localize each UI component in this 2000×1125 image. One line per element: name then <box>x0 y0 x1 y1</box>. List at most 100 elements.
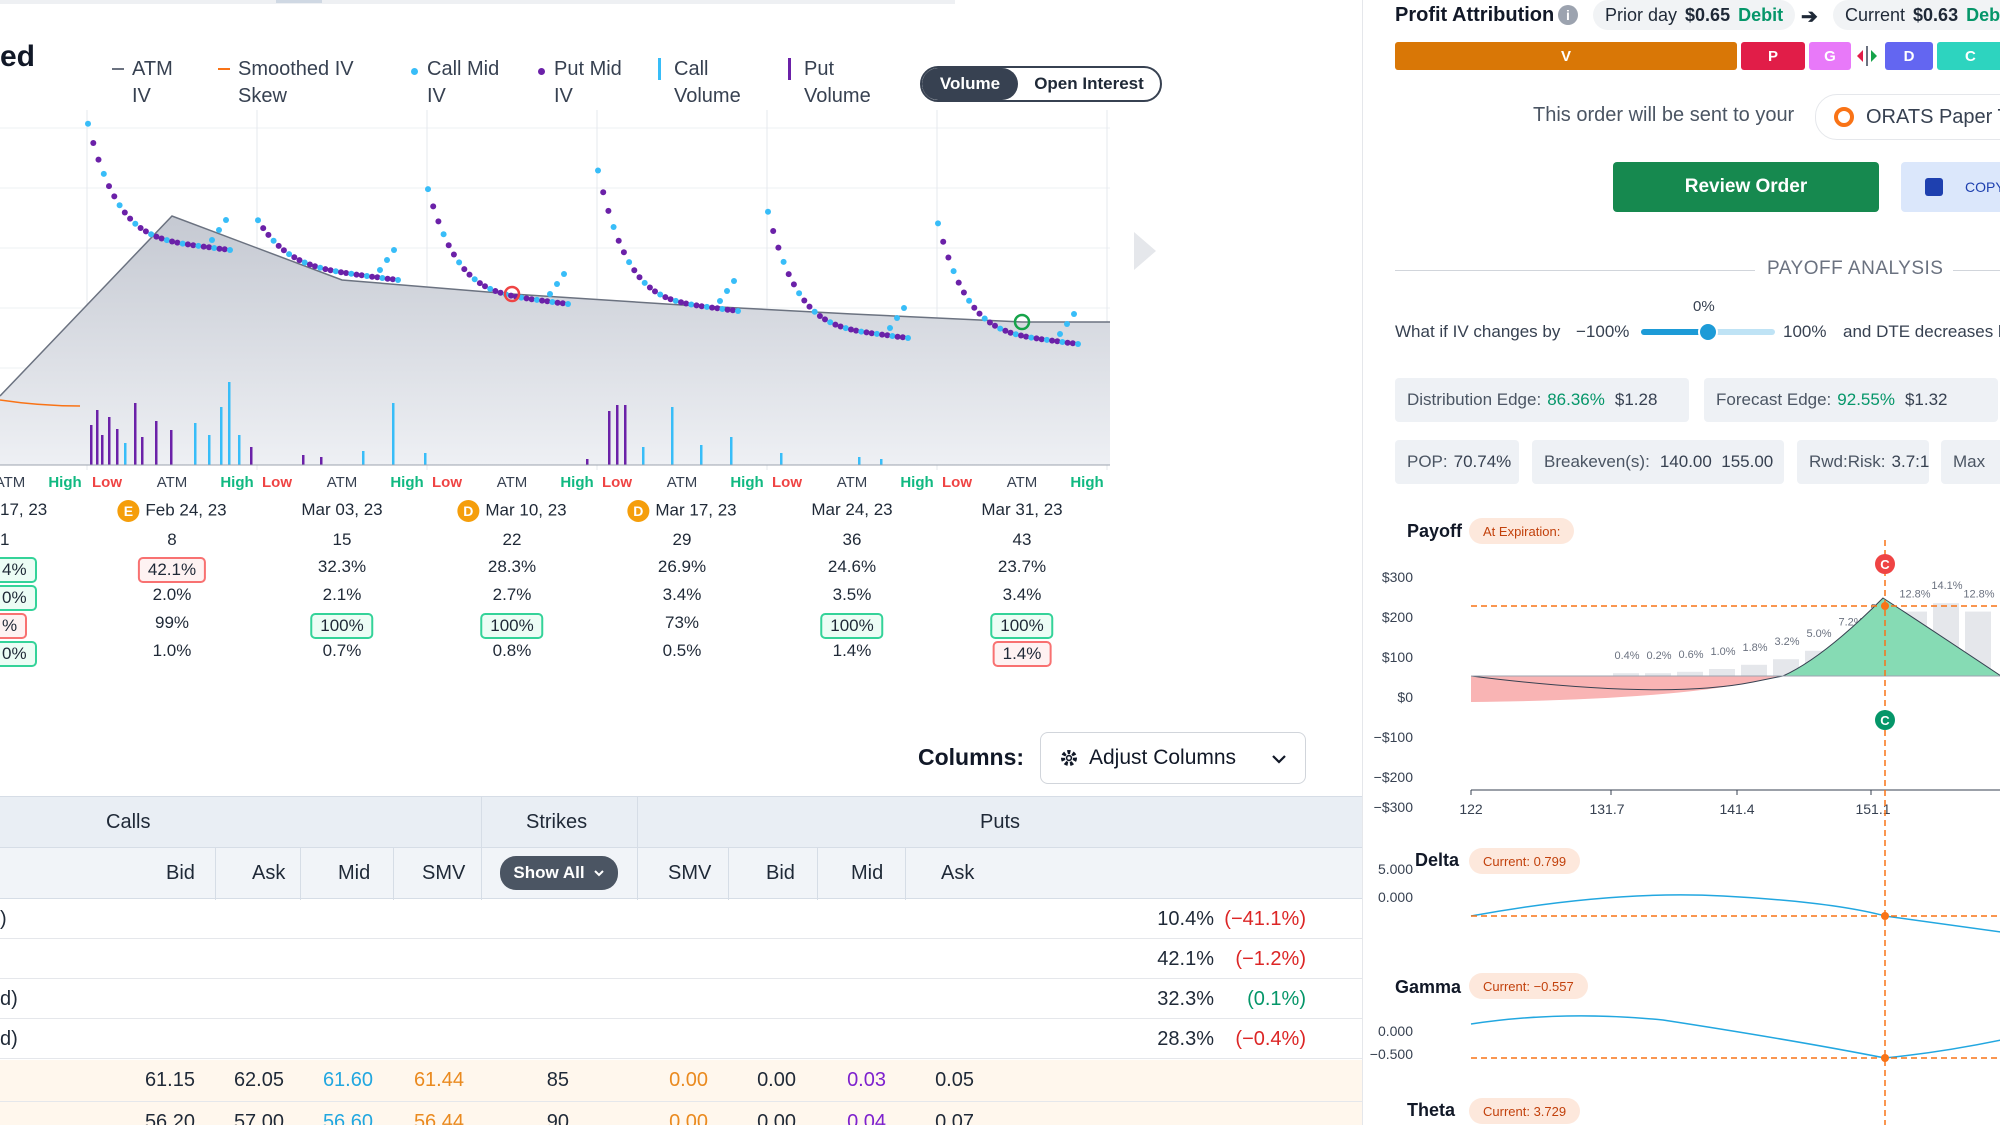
iv-point <box>1054 338 1061 345</box>
call-volume-bar <box>700 445 703 465</box>
show-all-strikes-dropdown[interactable]: Show All <box>500 856 618 890</box>
delta-current-tag: Current: 0.799 <box>1469 848 1581 874</box>
iv-point <box>765 208 771 215</box>
section-heading: ed <box>0 40 36 73</box>
strike-label-atm: ATM <box>326 474 358 491</box>
col-call-ask[interactable]: Ask <box>252 862 286 884</box>
iv-point <box>971 304 978 311</box>
iv-point <box>270 237 277 244</box>
summary-row[interactable]: d) 28.3% (−0.4%) <box>0 1019 1362 1059</box>
iv-point <box>559 300 566 307</box>
days-to-expiration: 8 <box>167 530 177 549</box>
expiration-date[interactable]: Mar 03, 23 <box>301 500 383 519</box>
col-call-mid[interactable]: Mid <box>338 862 371 884</box>
iv-point <box>265 231 272 238</box>
toggle-volume[interactable]: Volume <box>922 68 1018 100</box>
legend-atm-iv[interactable]: ATM IV <box>112 56 173 110</box>
expiration-date[interactable]: D Mar 17, 23 <box>627 500 737 522</box>
legend-call-mid-iv[interactable]: Call Mid IV <box>411 56 499 110</box>
iv-point <box>950 268 957 275</box>
metric-cell: 4% <box>0 557 37 583</box>
call-volume-bar <box>671 407 674 465</box>
iv-point <box>945 254 952 261</box>
forecast-edge-stat: Forecast Edge: 92.55% $1.32 <box>1704 378 1998 422</box>
iv-point <box>322 266 329 273</box>
adjust-columns-label: Adjust Columns <box>1089 746 1237 769</box>
iv-point <box>389 276 396 283</box>
distribution-pct-label: 3.2% <box>1774 636 1799 648</box>
iv-point <box>179 240 186 247</box>
current-pill: Current $0.63 Debi <box>1833 0 2000 30</box>
review-order-button[interactable]: Review Order <box>1613 162 1879 212</box>
summary-row[interactable]: 42.1% (−1.2%) <box>0 939 1362 979</box>
attr-segment-d[interactable]: D <box>1885 42 1933 70</box>
call-volume-bar <box>124 443 127 465</box>
attr-segment-c[interactable]: C <box>1937 42 2000 70</box>
iv-point <box>641 279 648 286</box>
call-iv-point <box>731 278 737 284</box>
expiration-date[interactable]: Mar 24, 23 <box>811 500 893 519</box>
iv-point <box>132 220 139 227</box>
legend-put-mid-iv[interactable]: Put Mid IV <box>538 56 622 110</box>
metric-cell: 1.0% <box>152 641 192 660</box>
expiration-date[interactable]: Mar 31, 23 <box>981 500 1063 519</box>
expiration-date[interactable]: 17, 23 <box>0 500 48 519</box>
metric-cell: 28.3% <box>487 557 537 576</box>
strike-label-high: High <box>220 474 254 491</box>
metric-cell: 23.7% <box>997 557 1047 576</box>
call-iv-point <box>901 305 907 311</box>
chain-table-group-header: Calls Strikes Puts <box>0 796 1362 848</box>
legend-put-volume[interactable]: Put Volume <box>788 56 871 110</box>
attr-segment-g[interactable]: G <box>1809 42 1851 70</box>
iv-point <box>221 246 228 253</box>
active-tab-indicator[interactable] <box>276 0 322 3</box>
summary-row[interactable]: ) 10.4% (−41.1%) <box>0 899 1362 939</box>
col-call-bid[interactable]: Bid <box>166 862 195 884</box>
broker-selector[interactable]: ORATS Paper T <box>1815 94 2000 140</box>
chevron-right-icon[interactable] <box>1130 228 1160 274</box>
call-iv-point <box>1057 331 1063 337</box>
col-put-mid[interactable]: Mid <box>851 862 884 884</box>
col-put-bid[interactable]: Bid <box>766 862 795 884</box>
distribution-pct-label: 5.0% <box>1806 628 1831 640</box>
metric-row-4: 0% 1.0% 0.7% 0.8% 0.5% 1.4% 1.4% <box>0 641 1110 667</box>
smoothed-skew-line <box>0 399 81 407</box>
iv-point <box>260 225 267 232</box>
col-put-smv[interactable]: SMV <box>668 862 712 884</box>
iv-point <box>1075 341 1081 347</box>
iv-point <box>709 304 716 311</box>
summary-row[interactable]: d) 32.3% (0.1%) <box>0 979 1362 1019</box>
col-call-smv[interactable]: SMV <box>422 862 466 884</box>
iv-point <box>960 289 967 296</box>
adjust-columns-dropdown[interactable]: Adjust Columns <box>1040 732 1306 784</box>
legend-call-volume[interactable]: Call Volume <box>658 56 741 110</box>
col-put-ask[interactable]: Ask <box>941 862 975 884</box>
call-iv-point <box>894 315 900 321</box>
legend-smoothed-iv-skew[interactable]: Smoothed IV Skew <box>218 56 354 110</box>
table-row[interactable]: 56.20 57.00 56.60 56.44 90 0.00 0.00 0.0… <box>0 1102 1362 1125</box>
info-icon[interactable]: i <box>1558 5 1578 25</box>
attr-segment-v[interactable]: V <box>1395 42 1737 70</box>
attr-segment-p[interactable]: P <box>1741 42 1805 70</box>
copy-icon <box>1925 178 1943 196</box>
put-volume-bar <box>320 457 323 465</box>
table-row[interactable]: 61.15 62.05 61.60 61.44 85 0.00 0.00 0.0… <box>0 1060 1362 1102</box>
iv-point <box>837 323 844 330</box>
call-iv-point <box>377 267 383 273</box>
strike-label-atm: ATM <box>496 474 528 491</box>
toggle-open-interest[interactable]: Open Interest <box>1034 74 1144 93</box>
iv-point <box>1038 336 1045 343</box>
expiration-date[interactable]: E Feb 24, 23 <box>117 500 227 522</box>
call-iv-point <box>1064 321 1070 327</box>
at-expiration-tag[interactable]: At Expiration: <box>1469 518 1575 544</box>
iv-point <box>153 233 160 240</box>
metric-cell: 0.7% <box>322 641 362 660</box>
iv-point <box>605 207 612 214</box>
volume-oi-toggle[interactable]: Volume Open Interest <box>920 66 1162 102</box>
put-volume-bar <box>134 403 137 465</box>
iv-slider-handle[interactable] <box>1698 322 1718 342</box>
iv-point <box>211 245 218 251</box>
copy-button[interactable]: COPY <box>1901 162 2000 212</box>
payoff-x-tick: 151.1 <box>1855 801 1890 817</box>
expiration-date[interactable]: D Mar 10, 23 <box>457 500 567 522</box>
